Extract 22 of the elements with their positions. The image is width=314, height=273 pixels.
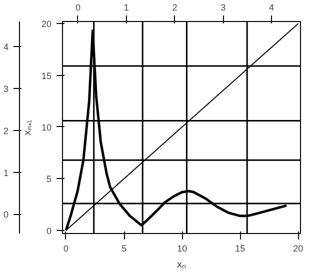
y-tick-label: 10 [41,122,52,132]
x2-tick-label: 2 [172,2,178,12]
y2-tick-label: 0 [3,210,9,220]
y2-tick-label: 1 [3,168,9,178]
x2-tick-label: 4 [268,2,274,12]
x-tick-label: 20 [293,244,304,254]
y-axis-title: xₙ₊₁ [22,119,34,136]
x2-tick-label: 0 [75,2,80,12]
x-tick-label: 10 [177,244,188,254]
y2-tick-label: 3 [3,84,9,94]
y2-tick-label: 4 [3,42,9,52]
x2-tick-label: 1 [124,2,129,12]
y-tick-label: 15 [41,70,52,81]
x-tick-label: 0 [63,244,68,254]
y-tick-label: 5 [46,174,52,184]
y2-tick-label: 2 [3,126,9,136]
x2-tick-label: 3 [220,2,226,12]
y-tick-label: 0 [46,226,52,236]
y-tick-label: 20 [41,19,52,30]
x-axis-title: xₙ [177,260,186,270]
x-tick-label: 15 [235,244,246,254]
x-tick-label: 5 [122,244,127,254]
